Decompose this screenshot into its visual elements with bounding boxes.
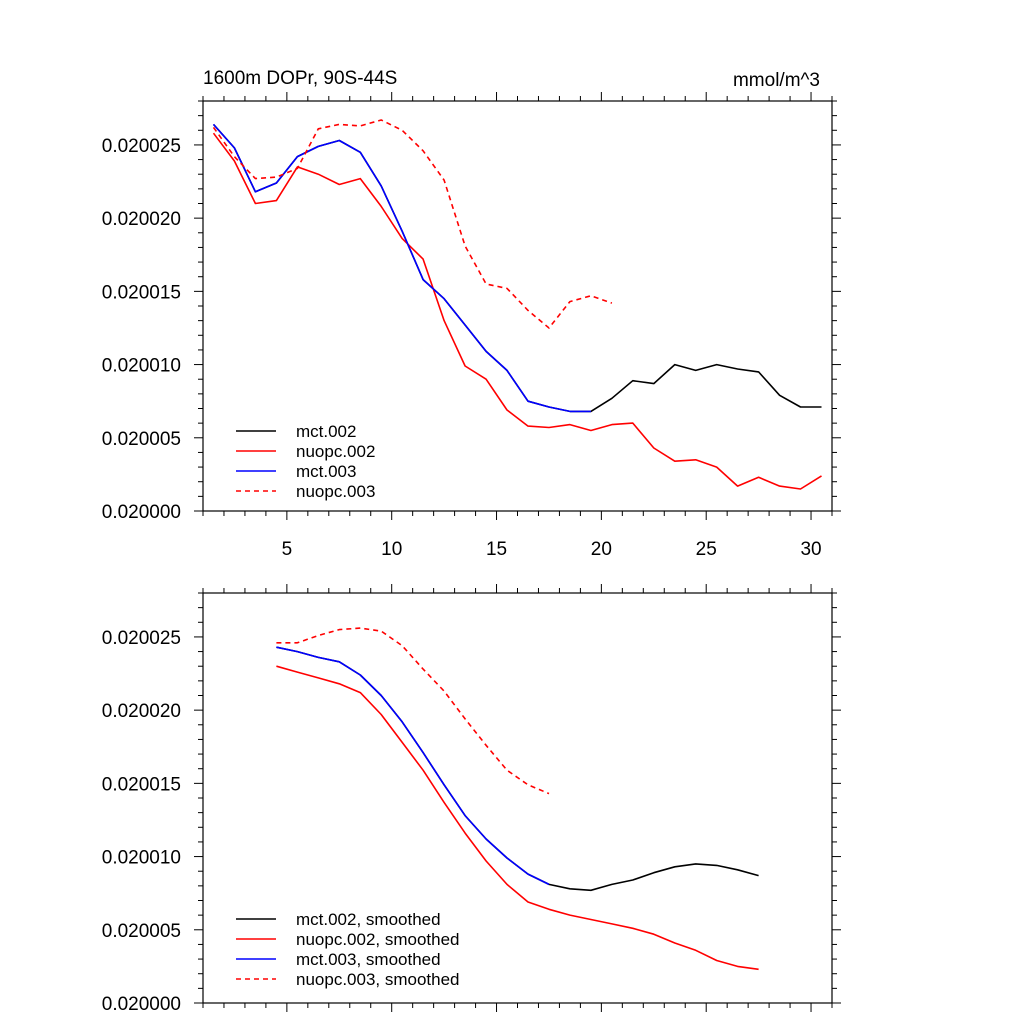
x-tick-label: 30 — [800, 539, 821, 560]
series-line — [212, 119, 613, 329]
y-tick-label: 0.020010 — [102, 848, 181, 869]
series-line — [212, 132, 822, 490]
bottom-panel: 0.020000 0.020005 0.020010 0.020015 0.020020… — [102, 584, 841, 1015]
y-tick-label: 0.020010 — [102, 356, 181, 377]
x-tick-label: 5 — [282, 539, 293, 560]
chart-title: 1600m DOPr, 90S-44S — [203, 68, 397, 89]
top-panel: 5 10 15 20 25 30 0.020000 0.020005 0.020010 0.020… — [102, 92, 841, 560]
y-tick-label: 0.020025 — [102, 136, 181, 157]
legend-label: mct.003, smoothed — [296, 950, 441, 969]
legend-label: mct.002 — [296, 422, 356, 441]
series-line — [212, 123, 591, 413]
series-line — [212, 123, 822, 413]
legend-label: nuopc.002 — [296, 442, 375, 461]
y-tick-label: 0.020005 — [102, 921, 181, 942]
legend-label: nuopc.002, smoothed — [296, 930, 460, 949]
x-tick-label: 25 — [696, 539, 717, 560]
legend-label: nuopc.003, smoothed — [296, 970, 460, 989]
y-tick-label: 0.020000 — [102, 994, 181, 1015]
legend-label: nuopc.003 — [296, 482, 375, 501]
series-line — [276, 646, 550, 886]
legend-label: mct.002, smoothed — [296, 910, 441, 929]
series-line — [276, 627, 550, 795]
y-tick-label: 0.020015 — [102, 282, 181, 303]
series-line — [276, 646, 759, 892]
y-tick-label: 0.020015 — [102, 774, 181, 795]
x-tick-label: 10 — [381, 539, 402, 560]
x-tick-label: 15 — [486, 539, 507, 560]
series-line — [276, 665, 759, 971]
x-tick-label: 20 — [591, 539, 612, 560]
y-tick-label: 0.020020 — [102, 701, 181, 722]
legend-label: mct.003 — [296, 462, 356, 481]
units-label: mmol/m^3 — [733, 70, 820, 91]
y-tick-label: 0.020020 — [102, 209, 181, 230]
y-tick-label: 0.020000 — [102, 502, 181, 523]
y-tick-label: 0.020025 — [102, 628, 181, 649]
y-tick-label: 0.020005 — [102, 429, 181, 450]
